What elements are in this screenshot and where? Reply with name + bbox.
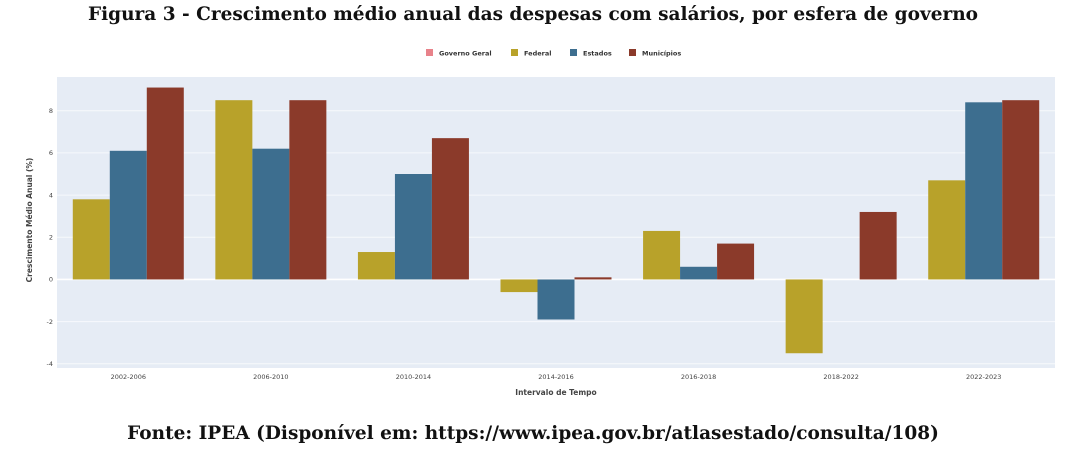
bar-munic-pios (717, 243, 755, 280)
y-tick-label: -4 (47, 360, 53, 368)
legend-label: Municípios (642, 50, 681, 58)
bar-estados (537, 279, 575, 320)
y-tick-label: 0 (49, 276, 53, 284)
bar-federal (72, 199, 110, 280)
legend-label: Federal (524, 50, 551, 58)
x-tick-label: 2018-2022 (823, 373, 858, 381)
legend-label: Governo Geral (439, 50, 492, 58)
y-tick-label: 4 (49, 191, 53, 199)
bar-federal (928, 180, 966, 280)
y-axis-ticks: -4 -2 0 2 4 6 8 (47, 107, 53, 368)
bar-federal (215, 100, 253, 280)
y-axis-label: Crescimento Médio Anual (%) (25, 158, 34, 283)
x-tick-label: 2006-2010 (253, 373, 288, 381)
y-tick-label: 2 (49, 233, 53, 241)
legend-swatch (629, 49, 636, 56)
bar-estados (252, 148, 290, 280)
legend-label: Estados (583, 50, 612, 58)
legend-swatch (426, 49, 433, 56)
x-tick-label: 2016-2018 (681, 373, 716, 381)
legend-swatch (570, 49, 577, 56)
figure-source: Fonte: IPEA (Disponível em: https://www.… (127, 423, 939, 444)
bar-federal (785, 279, 823, 354)
x-axis-ticks: 2002-2006 2006-2010 2010-2014 2014-2016 2016… (111, 373, 1002, 381)
bar-estados (965, 102, 1003, 280)
bar-federal (643, 230, 681, 280)
bar-munic-pios (431, 138, 469, 280)
bar-munic-pios (1002, 100, 1040, 280)
bar-estados (394, 174, 432, 280)
bar-estados (109, 150, 147, 280)
x-tick-label: 2022-2023 (966, 373, 1001, 381)
y-tick-label: 6 (49, 149, 53, 157)
bar-federal (500, 279, 538, 293)
bar-munic-pios (289, 100, 327, 280)
x-tick-label: 2002-2006 (111, 373, 146, 381)
plot-background (57, 77, 1055, 368)
x-axis-label: Intervalo de Tempo (515, 388, 596, 397)
x-tick-label: 2010-2014 (396, 373, 431, 381)
x-tick-label: 2014-2016 (538, 373, 573, 381)
bar-federal (357, 252, 395, 280)
bar-munic-pios (859, 211, 897, 280)
chart-legend: Governo Geral Federal Estados Municípios (426, 49, 681, 58)
bars (72, 87, 1040, 354)
bar-munic-pios (146, 87, 184, 280)
y-tick-label: 8 (49, 107, 53, 115)
bar-munic-pios (574, 277, 612, 280)
bar-estados (680, 266, 718, 280)
y-tick-label: -2 (47, 318, 53, 326)
figure-title: Figura 3 - Crescimento médio anual das d… (88, 4, 978, 25)
legend-swatch (511, 49, 518, 56)
